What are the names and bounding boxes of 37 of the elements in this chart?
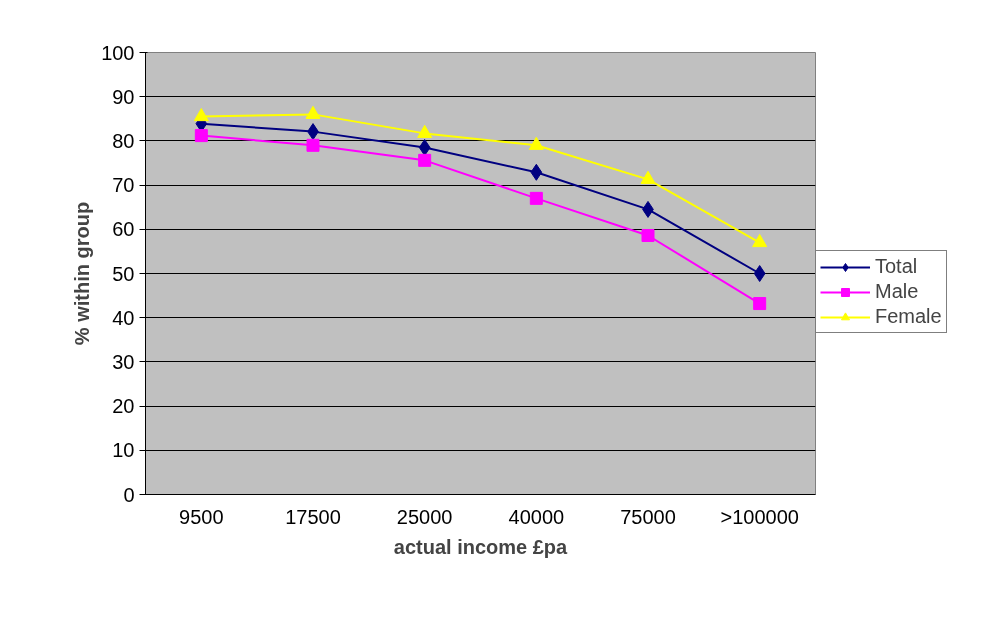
point	[753, 297, 767, 311]
point	[529, 191, 543, 205]
x-tick-label: 25000	[396, 505, 453, 528]
x-tick-label: 40000	[508, 505, 565, 528]
point	[194, 129, 208, 143]
y-tick-label: 0	[123, 483, 135, 506]
y-tick-label: 70	[112, 174, 135, 197]
y-tick-label: 90	[112, 85, 135, 108]
x-tick-label: 75000	[620, 505, 676, 528]
y-tick-label: 20	[112, 395, 135, 418]
y-tick-label: 60	[112, 218, 135, 241]
point	[417, 124, 433, 138]
y-tick-label: 100	[101, 41, 135, 64]
legend-label: Male	[875, 280, 919, 303]
x-tick-label: 9500	[179, 505, 224, 528]
x-axis-title: actual income £pa	[393, 535, 569, 558]
legend-label: Female	[875, 305, 942, 328]
point	[528, 136, 544, 150]
point	[418, 153, 432, 167]
y-tick-label: 10	[112, 439, 135, 462]
point	[753, 265, 766, 282]
point	[640, 170, 656, 184]
x-tick-label: >100000	[720, 505, 799, 528]
point	[418, 139, 431, 157]
y-tick-label: 30	[112, 350, 135, 373]
point	[306, 138, 320, 152]
point	[193, 108, 209, 122]
y-axis-title: % within group	[71, 201, 94, 346]
point	[641, 228, 655, 242]
legend-label: Total	[875, 255, 918, 278]
point	[530, 163, 543, 181]
x-tick-label: 17500	[285, 505, 341, 528]
y-tick-label: 50	[112, 262, 135, 285]
y-tick-label: 40	[112, 306, 135, 329]
point	[752, 233, 768, 248]
y-tick-label: 80	[112, 129, 135, 152]
point	[305, 105, 321, 119]
